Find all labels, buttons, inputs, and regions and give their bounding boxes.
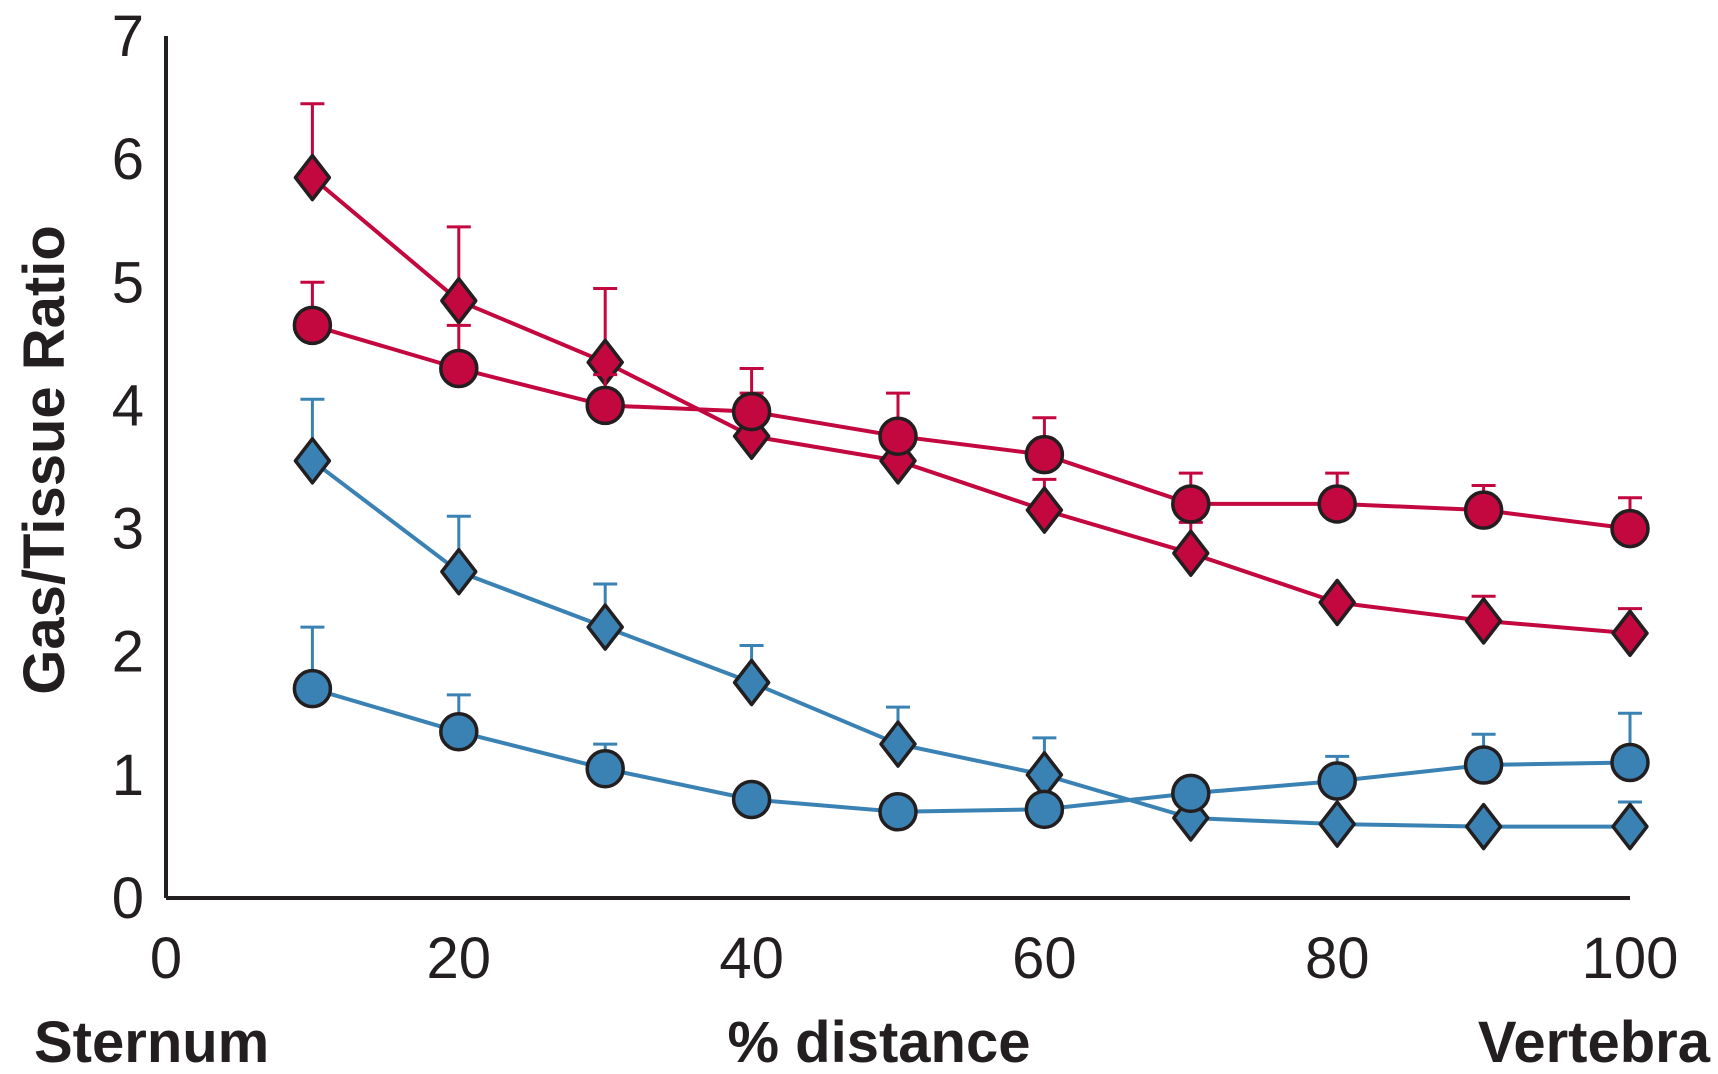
data-point-circle [1610,508,1650,549]
data-point-circle [292,305,333,346]
data-point-circle [731,779,772,820]
axes [164,36,1630,900]
y-tick-label: 6 [112,127,144,192]
x-axis-ticks: 0 20 40 60 80 100 [150,926,1679,991]
data-point-circle [1463,490,1504,530]
data-point-circle [1024,789,1065,830]
data-point-diamond [1318,800,1356,848]
x-tick-label: 60 [1012,926,1077,991]
data-point-circle [1171,773,1211,814]
x-tick-label: 100 [1582,926,1679,991]
x-tick-label: 40 [719,926,784,991]
y-tick-label: 4 [112,373,144,438]
data-point-circle [1171,484,1211,524]
x-tick-label: 80 [1305,926,1370,991]
data-point-diamond [732,658,771,707]
data-point-diamond [1464,597,1503,645]
data-point-circle [878,416,918,456]
series-layer [292,102,1650,851]
data-point-diamond [879,720,917,768]
x-tick-label: 20 [427,926,492,991]
y-tick-label: 1 [112,743,144,808]
x-axis-left-end-label: Sternum [34,1010,269,1074]
data-point-diamond [1318,578,1356,627]
series-line [311,176,1631,636]
data-point-diamond [293,153,332,202]
data-point-diamond [732,412,771,460]
series-line [311,459,1630,829]
data-point-circle [585,385,625,426]
data-point-circle [292,668,333,709]
data-point-circle [1024,434,1065,475]
y-tick-label: 0 [112,866,144,931]
data-point-diamond [1172,794,1210,842]
y-axis-title: Gas/Tissue Ratio [12,225,77,695]
x-tick-label: 0 [150,926,182,991]
data-point-circle [585,748,625,789]
y-tick-label: 3 [112,497,144,562]
series-1-circle-group [292,280,1650,549]
data-point-circle [439,348,479,389]
data-point-diamond [293,437,332,485]
data-point-diamond [440,547,478,596]
series-2-diamond-group [293,397,1649,851]
data-point-circle [1610,742,1650,783]
data-point-diamond [1172,529,1210,577]
x-axis-title: % distance [728,1010,1031,1074]
y-tick-label: 2 [112,620,144,685]
data-point-circle [878,792,918,832]
data-point-circle [731,391,772,432]
data-point-circle [1463,745,1504,785]
data-point-diamond [440,277,478,325]
y-axis-ticks: 0 1 2 3 4 5 6 7 [112,4,144,931]
data-point-diamond [1611,609,1649,657]
series-line [311,323,1631,531]
y-tick-label: 7 [112,4,144,69]
data-point-circle [1317,761,1357,801]
data-point-diamond [586,603,624,651]
y-tick-label: 5 [112,250,144,315]
data-point-circle [1317,484,1357,524]
series-3-circle-group [292,625,1650,832]
data-point-diamond [1025,486,1064,534]
data-point-diamond [1611,802,1649,851]
series-line [311,686,1631,814]
data-point-diamond [1464,802,1503,851]
data-point-circle [439,712,479,752]
x-axis-right-end-label: Vertebra [1478,1010,1711,1074]
